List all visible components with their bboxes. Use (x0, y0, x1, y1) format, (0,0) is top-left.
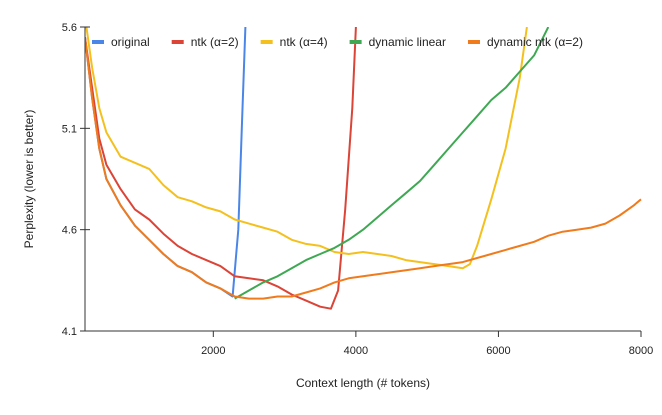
legend-label: dynamic ntk (α=2) (487, 35, 583, 49)
legend-label: ntk (α=2) (191, 35, 239, 49)
y-tick-label: 4.6 (62, 225, 77, 237)
legend-swatch (171, 40, 184, 44)
legend-label: ntk (α=4) (280, 35, 328, 49)
legend-label: original (111, 35, 150, 49)
legend-item: dynamic linear (349, 35, 446, 49)
series-line-3 (234, 27, 550, 300)
series-line-4 (85, 36, 642, 300)
y-tick-label: 5.1 (62, 123, 77, 135)
legend-item: ntk (α=4) (260, 35, 328, 49)
series-line-2 (85, 27, 528, 270)
y-tick-label: 4.1 (62, 326, 77, 338)
x-tick-label: 2000 (201, 345, 225, 357)
y-tick-label: 5.6 (62, 22, 77, 34)
legend-swatch (349, 40, 362, 44)
x-tick-label: 8000 (629, 345, 653, 357)
legend-item: dynamic ntk (α=2) (467, 35, 583, 49)
y-axis-label: Perplexity (lower is better) (22, 110, 36, 249)
legend-swatch (260, 40, 273, 44)
x-tick-label: 4000 (344, 345, 368, 357)
x-axis-label: Context length (# tokens) (296, 376, 430, 390)
legend-swatch (467, 40, 480, 44)
legend-item: ntk (α=2) (171, 35, 239, 49)
x-tick-label: 6000 (486, 345, 510, 357)
series-line-1 (85, 27, 357, 310)
legend-item: original (92, 35, 150, 49)
legend-label: dynamic linear (369, 35, 446, 49)
legend-swatch (92, 40, 104, 44)
